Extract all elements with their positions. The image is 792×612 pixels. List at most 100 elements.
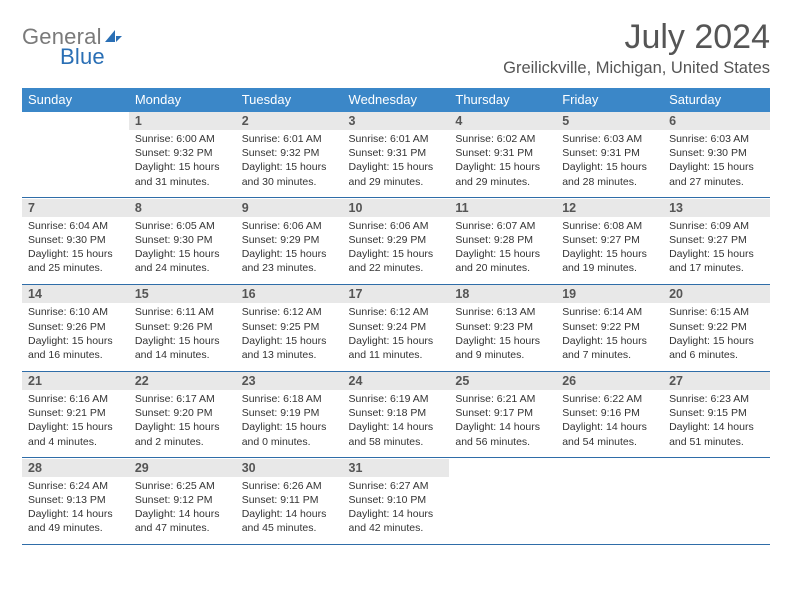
day-data-cell: Sunrise: 6:06 AMSunset: 9:29 PMDaylight:… xyxy=(236,217,343,284)
day-number-cell: 19 xyxy=(556,285,663,303)
daylight-line-1: Daylight: 15 hours xyxy=(242,420,337,434)
sunset-line: Sunset: 9:27 PM xyxy=(669,233,764,247)
daylight-line-2: and 22 minutes. xyxy=(349,261,444,275)
day-number-cell: 3 xyxy=(343,112,450,130)
daylight-line-1: Daylight: 14 hours xyxy=(242,507,337,521)
sunset-line: Sunset: 9:26 PM xyxy=(28,320,123,334)
sunrise-line: Sunrise: 6:07 AM xyxy=(455,219,550,233)
daylight-line-1: Daylight: 15 hours xyxy=(669,334,764,348)
daylight-line-2: and 2 minutes. xyxy=(135,435,230,449)
sunrise-line: Sunrise: 6:16 AM xyxy=(28,392,123,406)
sunset-line: Sunset: 9:15 PM xyxy=(669,406,764,420)
sunrise-line: Sunrise: 6:00 AM xyxy=(135,132,230,146)
day-data-cell: Sunrise: 6:16 AMSunset: 9:21 PMDaylight:… xyxy=(22,390,129,457)
daylight-line-2: and 19 minutes. xyxy=(562,261,657,275)
sunrise-line: Sunrise: 6:24 AM xyxy=(28,479,123,493)
sunrise-line: Sunrise: 6:22 AM xyxy=(562,392,657,406)
daylight-line-2: and 54 minutes. xyxy=(562,435,657,449)
sunrise-line: Sunrise: 6:06 AM xyxy=(349,219,444,233)
day-data-cell: Sunrise: 6:24 AMSunset: 9:13 PMDaylight:… xyxy=(22,477,129,544)
day-data-cell: Sunrise: 6:13 AMSunset: 9:23 PMDaylight:… xyxy=(449,303,556,370)
sunrise-line: Sunrise: 6:14 AM xyxy=(562,305,657,319)
sunset-line: Sunset: 9:24 PM xyxy=(349,320,444,334)
daylight-line-1: Daylight: 15 hours xyxy=(455,334,550,348)
day-number-cell: 26 xyxy=(556,372,663,390)
day-number-cell: 28 xyxy=(22,459,129,477)
daylight-line-2: and 17 minutes. xyxy=(669,261,764,275)
weekday-header: Saturday xyxy=(663,88,770,112)
daylight-line-1: Daylight: 14 hours xyxy=(28,507,123,521)
daylight-line-1: Daylight: 14 hours xyxy=(455,420,550,434)
sunset-line: Sunset: 9:26 PM xyxy=(135,320,230,334)
day-number-cell: 11 xyxy=(449,199,556,217)
sunrise-line: Sunrise: 6:25 AM xyxy=(135,479,230,493)
sunrise-line: Sunrise: 6:12 AM xyxy=(242,305,337,319)
day-data-cell: Sunrise: 6:06 AMSunset: 9:29 PMDaylight:… xyxy=(343,217,450,284)
daylight-line-1: Daylight: 15 hours xyxy=(28,334,123,348)
sunrise-line: Sunrise: 6:02 AM xyxy=(455,132,550,146)
sail-icon xyxy=(103,24,123,50)
sunrise-line: Sunrise: 6:12 AM xyxy=(349,305,444,319)
weekday-header: Wednesday xyxy=(343,88,450,112)
sunset-line: Sunset: 9:19 PM xyxy=(242,406,337,420)
weekday-header: Friday xyxy=(556,88,663,112)
day-number-cell: 4 xyxy=(449,112,556,130)
daylight-line-2: and 23 minutes. xyxy=(242,261,337,275)
daylight-line-2: and 7 minutes. xyxy=(562,348,657,362)
daylight-line-1: Daylight: 15 hours xyxy=(135,247,230,261)
day-number-cell: 1 xyxy=(129,112,236,130)
sunset-line: Sunset: 9:22 PM xyxy=(562,320,657,334)
day-number-cell: 12 xyxy=(556,199,663,217)
logo-part2: Blue xyxy=(60,44,105,69)
day-number-cell: 31 xyxy=(343,459,450,477)
day-data-cell: Sunrise: 6:27 AMSunset: 9:10 PMDaylight:… xyxy=(343,477,450,544)
sunrise-line: Sunrise: 6:03 AM xyxy=(669,132,764,146)
sunset-line: Sunset: 9:22 PM xyxy=(669,320,764,334)
day-number-cell: 15 xyxy=(129,285,236,303)
day-number-cell xyxy=(449,459,556,477)
daylight-line-2: and 42 minutes. xyxy=(349,521,444,535)
sunset-line: Sunset: 9:20 PM xyxy=(135,406,230,420)
sunset-line: Sunset: 9:31 PM xyxy=(562,146,657,160)
day-data-cell: Sunrise: 6:01 AMSunset: 9:32 PMDaylight:… xyxy=(236,130,343,197)
daylight-line-2: and 27 minutes. xyxy=(669,175,764,189)
day-data-row: Sunrise: 6:16 AMSunset: 9:21 PMDaylight:… xyxy=(22,390,770,457)
daylight-line-2: and 51 minutes. xyxy=(669,435,764,449)
daylight-line-1: Daylight: 15 hours xyxy=(455,160,550,174)
header: General Blue July 2024 Greilickville, Mi… xyxy=(22,18,770,78)
title-block: July 2024 Greilickville, Michigan, Unite… xyxy=(503,18,770,78)
sunset-line: Sunset: 9:28 PM xyxy=(455,233,550,247)
day-data-cell: Sunrise: 6:19 AMSunset: 9:18 PMDaylight:… xyxy=(343,390,450,457)
sunrise-line: Sunrise: 6:13 AM xyxy=(455,305,550,319)
day-number-cell: 29 xyxy=(129,459,236,477)
daylight-line-2: and 20 minutes. xyxy=(455,261,550,275)
sunset-line: Sunset: 9:13 PM xyxy=(28,493,123,507)
sunset-line: Sunset: 9:30 PM xyxy=(28,233,123,247)
sunrise-line: Sunrise: 6:01 AM xyxy=(242,132,337,146)
day-number-cell xyxy=(556,459,663,477)
day-data-cell: Sunrise: 6:03 AMSunset: 9:30 PMDaylight:… xyxy=(663,130,770,197)
sunset-line: Sunset: 9:30 PM xyxy=(669,146,764,160)
daylight-line-1: Daylight: 15 hours xyxy=(28,247,123,261)
sunset-line: Sunset: 9:31 PM xyxy=(455,146,550,160)
sunrise-line: Sunrise: 6:27 AM xyxy=(349,479,444,493)
day-data-row: Sunrise: 6:04 AMSunset: 9:30 PMDaylight:… xyxy=(22,217,770,284)
daylight-line-2: and 6 minutes. xyxy=(669,348,764,362)
day-number-cell: 16 xyxy=(236,285,343,303)
daylight-line-1: Daylight: 15 hours xyxy=(242,160,337,174)
day-data-row: Sunrise: 6:24 AMSunset: 9:13 PMDaylight:… xyxy=(22,477,770,544)
day-data-cell: Sunrise: 6:07 AMSunset: 9:28 PMDaylight:… xyxy=(449,217,556,284)
sunrise-line: Sunrise: 6:05 AM xyxy=(135,219,230,233)
daylight-line-1: Daylight: 15 hours xyxy=(669,160,764,174)
daylight-line-1: Daylight: 15 hours xyxy=(669,247,764,261)
day-data-cell: Sunrise: 6:04 AMSunset: 9:30 PMDaylight:… xyxy=(22,217,129,284)
daylight-line-1: Daylight: 15 hours xyxy=(455,247,550,261)
daylight-line-1: Daylight: 15 hours xyxy=(562,160,657,174)
daylight-line-2: and 25 minutes. xyxy=(28,261,123,275)
sunrise-line: Sunrise: 6:09 AM xyxy=(669,219,764,233)
day-number-cell: 9 xyxy=(236,199,343,217)
day-data-cell: Sunrise: 6:18 AMSunset: 9:19 PMDaylight:… xyxy=(236,390,343,457)
sunset-line: Sunset: 9:10 PM xyxy=(349,493,444,507)
daylight-line-2: and 9 minutes. xyxy=(455,348,550,362)
day-data-cell: Sunrise: 6:05 AMSunset: 9:30 PMDaylight:… xyxy=(129,217,236,284)
